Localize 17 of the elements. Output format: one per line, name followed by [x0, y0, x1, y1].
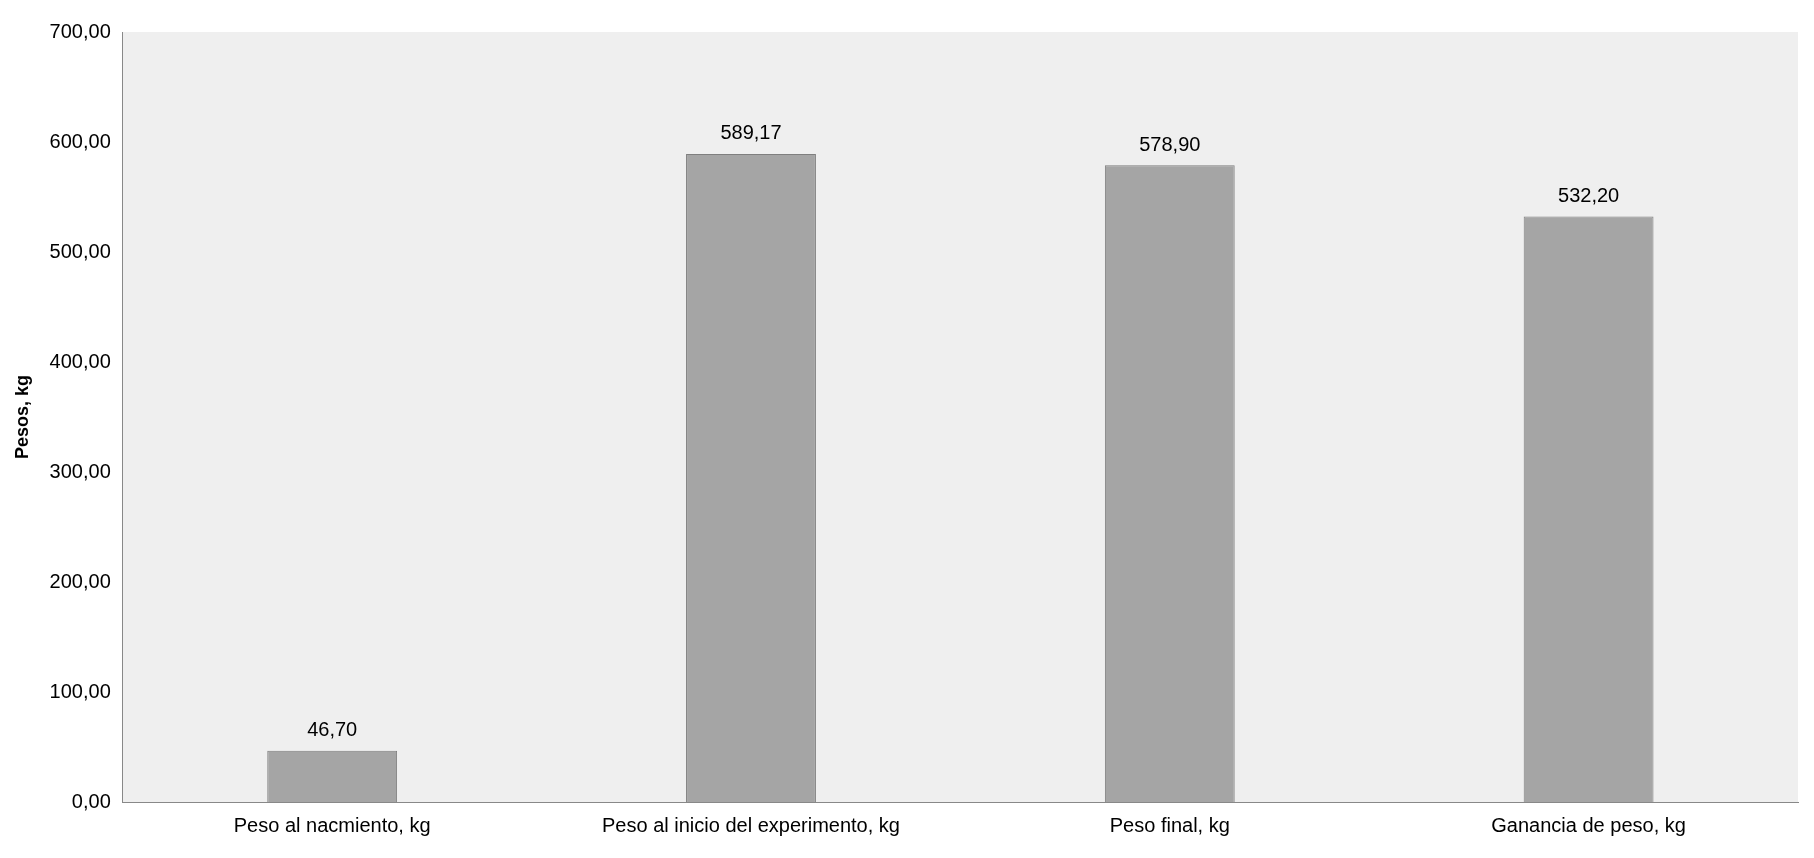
data-label: 578,90	[1139, 132, 1201, 155]
x-tick-label: Peso final, kg	[1109, 813, 1230, 836]
y-tick-label: 600,00	[49, 129, 111, 152]
x-tick-label: Peso al nacmiento, kg	[233, 813, 431, 836]
x-tick-label: Peso al inicio del experimento, kg	[602, 813, 900, 836]
data-label: 532,20	[1558, 184, 1620, 207]
y-tick-label: 400,00	[49, 349, 111, 372]
y-tick-label: 500,00	[49, 239, 111, 262]
x-tick-label: Ganancia de peso, kg	[1491, 813, 1686, 836]
y-tick-label: 300,00	[49, 459, 111, 482]
data-label: 589,17	[720, 121, 782, 144]
y-axis-title: Pesos, kg	[11, 374, 32, 460]
y-tick-label: 200,00	[49, 569, 111, 592]
y-tick-label: 100,00	[49, 679, 111, 702]
y-tick-label: 700,00	[49, 19, 111, 42]
y-tick-label: 0,00	[71, 789, 111, 812]
data-label: 46,70	[307, 718, 358, 741]
